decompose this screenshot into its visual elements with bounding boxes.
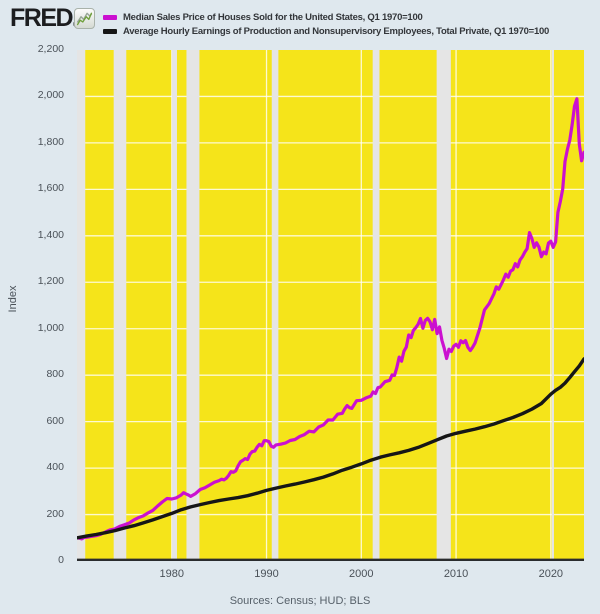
legend-swatch-icon <box>103 14 117 20</box>
fred-logo[interactable]: FRED® <box>10 4 79 33</box>
recession-band <box>113 50 127 561</box>
recession-band <box>436 50 451 561</box>
legend-item[interactable]: Average Hourly Earnings of Production an… <box>103 25 549 37</box>
recession-band <box>171 50 177 561</box>
x-axis-tick-label: 2020 <box>538 568 564 580</box>
fred-sparkline-icon <box>74 8 95 29</box>
recession-band <box>186 50 200 561</box>
y-axis-tick-label: 800 <box>46 368 64 381</box>
y-axis-tick-label: 400 <box>46 461 64 474</box>
recession-band <box>551 50 554 561</box>
y-axis-tick-label: 1,400 <box>37 228 64 241</box>
plot-background <box>77 50 584 561</box>
y-axis-tick-label: 600 <box>46 414 64 427</box>
x-axis-tick-label: 1990 <box>254 568 279 580</box>
y-axis-tick-label: 1,200 <box>37 275 64 288</box>
recession-band <box>77 50 86 561</box>
legend-item[interactable]: Median Sales Price of Houses Sold for th… <box>103 11 423 23</box>
series-line-wages[interactable] <box>77 357 584 540</box>
chart-plot-area[interactable] <box>77 50 584 561</box>
legend-item-label: Median Sales Price of Houses Sold for th… <box>123 11 423 23</box>
recession-band <box>372 50 380 561</box>
sources-caption: Sources: Census; HUD; BLS <box>229 595 371 607</box>
y-axis-tick-label: 0 <box>58 554 64 566</box>
x-axis-tick-label: 1980 <box>159 568 184 580</box>
x-axis-tick-label: 2000 <box>349 568 374 580</box>
y-axis-tick-label: 2,200 <box>37 43 64 55</box>
legend-swatch-icon <box>103 28 117 34</box>
series-line-house-price[interactable] <box>77 97 584 541</box>
y-axis-tick-label: 200 <box>46 507 64 520</box>
y-axis-tick-label: 1,000 <box>37 321 64 334</box>
y-axis-tick-label: 1,600 <box>37 182 64 195</box>
fred-logo-text: FRED <box>10 4 74 32</box>
recession-band <box>271 50 279 561</box>
legend-item-label: Average Hourly Earnings of Production an… <box>123 25 550 37</box>
y-axis-tick-label: 2,000 <box>37 89 64 102</box>
x-axis-tick-label: 2010 <box>443 568 469 580</box>
y-axis-tick-label: 1,800 <box>37 135 64 148</box>
